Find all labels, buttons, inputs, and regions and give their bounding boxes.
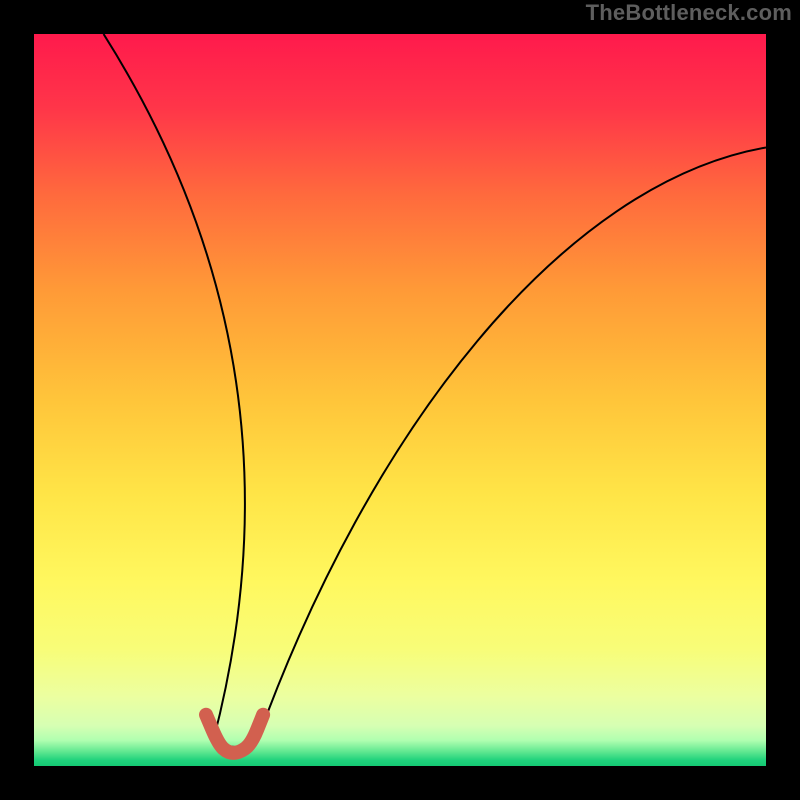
chart-canvas: TheBottleneck.com	[0, 0, 800, 800]
watermark-text: TheBottleneck.com	[586, 0, 792, 26]
plot-area	[34, 34, 766, 766]
plot-svg	[34, 34, 766, 766]
gradient-background	[34, 34, 766, 766]
